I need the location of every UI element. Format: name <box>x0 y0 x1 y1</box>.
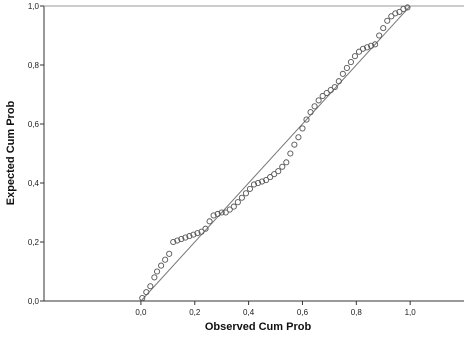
data-point <box>388 13 395 20</box>
axes <box>43 5 464 302</box>
x-axis-title: Observed Cum Prob <box>205 321 312 333</box>
data-point <box>182 234 189 241</box>
data-point <box>279 163 286 170</box>
data-point <box>250 181 258 188</box>
data-point <box>190 231 197 238</box>
data-points <box>139 4 411 302</box>
data-point <box>347 59 354 66</box>
y-tick-label: 0,4 <box>28 179 40 188</box>
data-point <box>323 89 330 97</box>
data-point <box>331 84 338 91</box>
data-point <box>299 125 306 132</box>
data-point <box>404 4 411 11</box>
data-point <box>339 70 346 77</box>
data-point <box>226 206 233 213</box>
x-tick-label: 0,0 <box>135 308 147 317</box>
data-point <box>158 262 165 269</box>
data-point <box>154 268 161 275</box>
data-point <box>396 8 403 15</box>
reference-line-group <box>140 5 411 302</box>
data-point <box>234 199 241 206</box>
y-axis-title: Expected Cum Prob <box>5 100 17 205</box>
data-point <box>170 238 177 246</box>
data-point <box>166 250 173 257</box>
data-point <box>214 210 221 218</box>
data-point <box>303 116 310 123</box>
tick-labels: 0,0 0,2 0,4 0,6 0,8 1,0 0,0 0,2 0,4 0,6 0,8 1,0 <box>28 2 416 317</box>
x-tick-label: 1,0 <box>405 308 417 317</box>
y-tick-label: 0,8 <box>28 61 40 70</box>
data-point <box>222 209 229 216</box>
data-point <box>311 103 318 110</box>
data-point <box>315 97 322 104</box>
data-point <box>139 294 146 302</box>
data-point <box>186 233 193 240</box>
data-point <box>392 10 399 17</box>
data-point <box>246 185 254 192</box>
data-point <box>254 179 262 187</box>
data-point <box>238 194 245 201</box>
data-point <box>151 274 158 281</box>
data-point <box>359 45 367 52</box>
data-point <box>267 174 274 181</box>
data-point <box>198 228 205 235</box>
data-point <box>327 87 334 94</box>
data-point <box>206 218 213 225</box>
y-tick-label: 1,0 <box>28 2 40 11</box>
data-point <box>162 256 169 263</box>
data-point <box>178 235 185 243</box>
data-point <box>343 64 350 71</box>
data-point <box>319 92 326 100</box>
data-point <box>147 283 154 290</box>
data-point <box>174 237 181 244</box>
tick-marks <box>40 5 411 305</box>
data-point <box>194 230 201 237</box>
data-point <box>242 190 249 197</box>
data-point <box>335 78 342 85</box>
reference-line <box>140 5 411 302</box>
data-point <box>372 41 379 48</box>
data-point <box>202 225 209 232</box>
data-point <box>307 109 314 116</box>
data-point <box>351 53 359 60</box>
data-point <box>400 5 407 12</box>
y-tick-label: 0,0 <box>28 297 40 306</box>
data-point <box>210 212 217 219</box>
data-point <box>291 141 298 148</box>
data-point <box>376 32 383 39</box>
x-tick-label: 0,8 <box>351 308 363 317</box>
data-point <box>143 289 150 296</box>
data-point <box>380 25 387 32</box>
data-point <box>364 44 371 51</box>
data-point <box>259 178 266 185</box>
data-point <box>355 48 363 55</box>
data-point <box>263 176 270 184</box>
y-tick-label: 0,2 <box>28 238 40 247</box>
data-point <box>368 42 375 49</box>
data-point <box>283 159 290 166</box>
data-point <box>287 150 294 157</box>
data-point <box>295 134 302 141</box>
x-tick-label: 0,2 <box>189 308 201 317</box>
x-tick-label: 0,4 <box>243 308 255 317</box>
data-point <box>230 203 237 210</box>
y-tick-label: 0,6 <box>28 120 40 129</box>
data-point <box>384 17 391 24</box>
x-tick-label: 0,6 <box>297 308 309 317</box>
data-point <box>275 168 282 175</box>
data-point <box>218 209 225 216</box>
data-point <box>271 171 278 178</box>
